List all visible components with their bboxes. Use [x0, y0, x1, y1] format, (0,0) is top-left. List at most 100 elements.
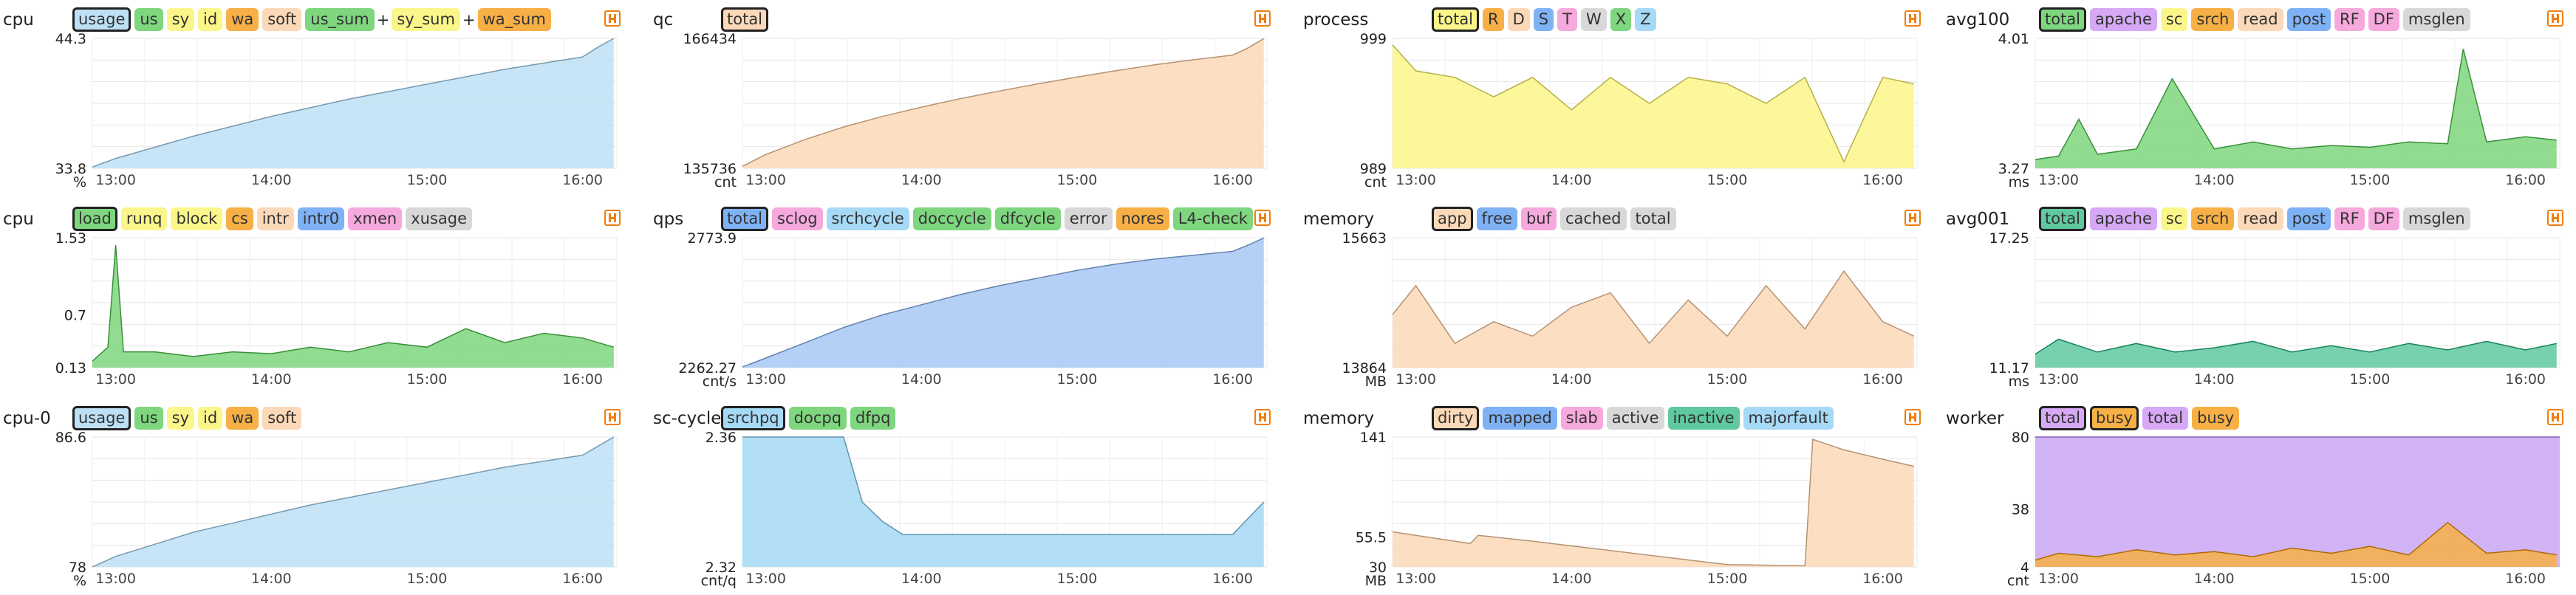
metric-tag-total[interactable]: total: [2142, 407, 2189, 430]
metric-tag-total[interactable]: total: [2039, 7, 2087, 32]
expand-h-icon[interactable]: [1904, 210, 1921, 226]
metric-tag-apache[interactable]: apache: [2090, 207, 2157, 230]
metric-tag-msglen[interactable]: msglen: [2402, 8, 2470, 31]
metric-tag-soft[interactable]: soft: [262, 8, 302, 31]
metric-tag-nores[interactable]: nores: [1116, 207, 1169, 230]
metric-tag-error[interactable]: error: [1064, 207, 1113, 230]
metric-tag-msglen[interactable]: msglen: [2402, 207, 2470, 230]
expand-h-icon[interactable]: [604, 10, 621, 27]
series-area: [742, 38, 1264, 169]
metric-tag-inactive[interactable]: inactive: [1667, 407, 1740, 430]
metric-tag-usage[interactable]: usage: [72, 406, 131, 430]
metric-tag-post[interactable]: post: [2286, 8, 2331, 31]
x-tick-label: 13:00: [95, 371, 136, 388]
metric-tag-total[interactable]: total: [1630, 207, 1676, 230]
metric-tag-us[interactable]: us: [134, 8, 163, 31]
metric-tag-dfpq[interactable]: dfpq: [850, 407, 896, 430]
x-tick-label: 13:00: [2038, 172, 2079, 188]
expand-h-icon[interactable]: [2547, 409, 2563, 425]
metric-tag-srch[interactable]: srch: [2191, 207, 2235, 230]
y-unit-label: cnt: [1364, 174, 1387, 190]
y-tick-label: 2773.9: [688, 230, 737, 247]
metric-tag-busy[interactable]: busy: [2090, 406, 2139, 430]
metric-tag-app[interactable]: app: [1432, 207, 1473, 231]
metric-tag-z[interactable]: Z: [1635, 8, 1656, 31]
x-tick-label: 16:00: [1862, 172, 1903, 188]
metric-tag-l4-check[interactable]: L4-check: [1172, 207, 1253, 230]
metric-tag-rf[interactable]: RF: [2334, 207, 2365, 230]
metric-tag-srchcycle[interactable]: srchcycle: [826, 207, 909, 230]
y-unit-label: cnt/s: [703, 374, 737, 390]
metric-tag-id[interactable]: id: [198, 8, 223, 31]
metric-tag-mapped[interactable]: mapped: [1483, 407, 1557, 430]
metric-tag-wa[interactable]: wa: [226, 407, 259, 430]
metric-tag-active[interactable]: active: [1606, 407, 1664, 430]
y-tick-label: 13864: [1342, 360, 1387, 376]
metric-tag-block[interactable]: block: [171, 207, 223, 230]
metric-tag-busy[interactable]: busy: [2192, 407, 2240, 430]
metric-tag-soft[interactable]: soft: [262, 407, 302, 430]
metric-tag-xmen[interactable]: xmen: [348, 207, 403, 230]
metric-tag-sy[interactable]: sy: [166, 407, 195, 430]
metric-tag-us[interactable]: us: [134, 407, 163, 430]
metric-tag-bar: usage us sy id wa soft: [72, 406, 305, 431]
metric-tag-sc[interactable]: sc: [2160, 207, 2188, 230]
metric-tag-r[interactable]: R: [1483, 8, 1504, 31]
metric-tag-free[interactable]: free: [1476, 207, 1517, 230]
metric-tag-dfcycle[interactable]: dfcycle: [994, 207, 1061, 230]
chart-panel: memory app free buf cached total 15663 13864 MB 1…: [1300, 199, 1932, 395]
expand-h-icon[interactable]: [604, 409, 621, 425]
metric-tag-t[interactable]: T: [1557, 8, 1577, 31]
metric-tag-apache[interactable]: apache: [2090, 8, 2157, 31]
metric-tag-cs[interactable]: cs: [226, 207, 253, 230]
metric-tag-total[interactable]: total: [721, 7, 769, 32]
metric-tag-sclog[interactable]: sclog: [772, 207, 823, 230]
metric-tag-cached[interactable]: cached: [1559, 207, 1627, 230]
metric-tag-load[interactable]: load: [72, 207, 117, 231]
expand-h-icon[interactable]: [1904, 409, 1921, 425]
metric-tag-slab[interactable]: slab: [1560, 407, 1603, 430]
metric-tag-srch[interactable]: srch: [2191, 8, 2235, 31]
metric-tag-sy[interactable]: sy: [166, 8, 195, 31]
metric-tag-df[interactable]: DF: [2368, 207, 2399, 230]
metric-tag-usage[interactable]: usage: [72, 7, 131, 32]
expand-h-icon[interactable]: [604, 210, 621, 226]
metric-tag-total[interactable]: total: [2039, 406, 2087, 430]
metric-tag-dirty[interactable]: dirty: [1432, 406, 1480, 430]
metric-tag-s[interactable]: S: [1533, 8, 1554, 31]
metric-tag-sy_sum[interactable]: sy_sum: [392, 8, 460, 31]
expand-h-icon[interactable]: [1904, 10, 1921, 27]
metric-tag-intr0[interactable]: intr0: [297, 207, 345, 230]
expand-h-icon[interactable]: [1254, 210, 1271, 226]
metric-tag-sc[interactable]: sc: [2160, 8, 2188, 31]
metric-tag-d[interactable]: D: [1507, 8, 1530, 31]
metric-tag-total[interactable]: total: [2039, 207, 2087, 231]
metric-tag-df[interactable]: DF: [2368, 8, 2399, 31]
metric-tag-read[interactable]: read: [2238, 8, 2283, 31]
metric-tag-intr[interactable]: intr: [256, 207, 294, 230]
x-tick-label: 13:00: [745, 371, 786, 388]
metric-tag-total[interactable]: total: [721, 207, 769, 231]
metric-tag-id[interactable]: id: [198, 407, 223, 430]
metric-tag-xusage[interactable]: xusage: [406, 207, 473, 230]
metric-tag-rf[interactable]: RF: [2334, 8, 2365, 31]
metric-tag-doccycle[interactable]: doccycle: [912, 207, 991, 230]
metric-tag-wa_sum[interactable]: wa_sum: [477, 8, 551, 31]
metric-tag-w[interactable]: W: [1580, 8, 1607, 31]
metric-tag-srchpq[interactable]: srchpq: [721, 406, 785, 430]
metric-tag-read[interactable]: read: [2238, 207, 2283, 230]
expand-h-icon[interactable]: [1254, 409, 1271, 425]
metric-tag-post[interactable]: post: [2286, 207, 2331, 230]
metric-tag-total[interactable]: total: [1432, 7, 1480, 32]
metric-tag-buf[interactable]: buf: [1520, 207, 1557, 230]
expand-h-icon[interactable]: [2547, 210, 2563, 226]
metric-tag-runq[interactable]: runq: [120, 207, 168, 230]
metric-tag-x[interactable]: X: [1610, 8, 1632, 31]
metric-tag-docpq[interactable]: docpq: [788, 407, 847, 430]
expand-h-icon[interactable]: [2547, 10, 2563, 27]
x-tick-label: 16:00: [1212, 172, 1253, 188]
metric-tag-wa[interactable]: wa: [226, 8, 259, 31]
metric-tag-majorfault[interactable]: majorfault: [1743, 407, 1834, 430]
expand-h-icon[interactable]: [1254, 10, 1271, 27]
metric-tag-us_sum[interactable]: us_sum: [305, 8, 375, 31]
